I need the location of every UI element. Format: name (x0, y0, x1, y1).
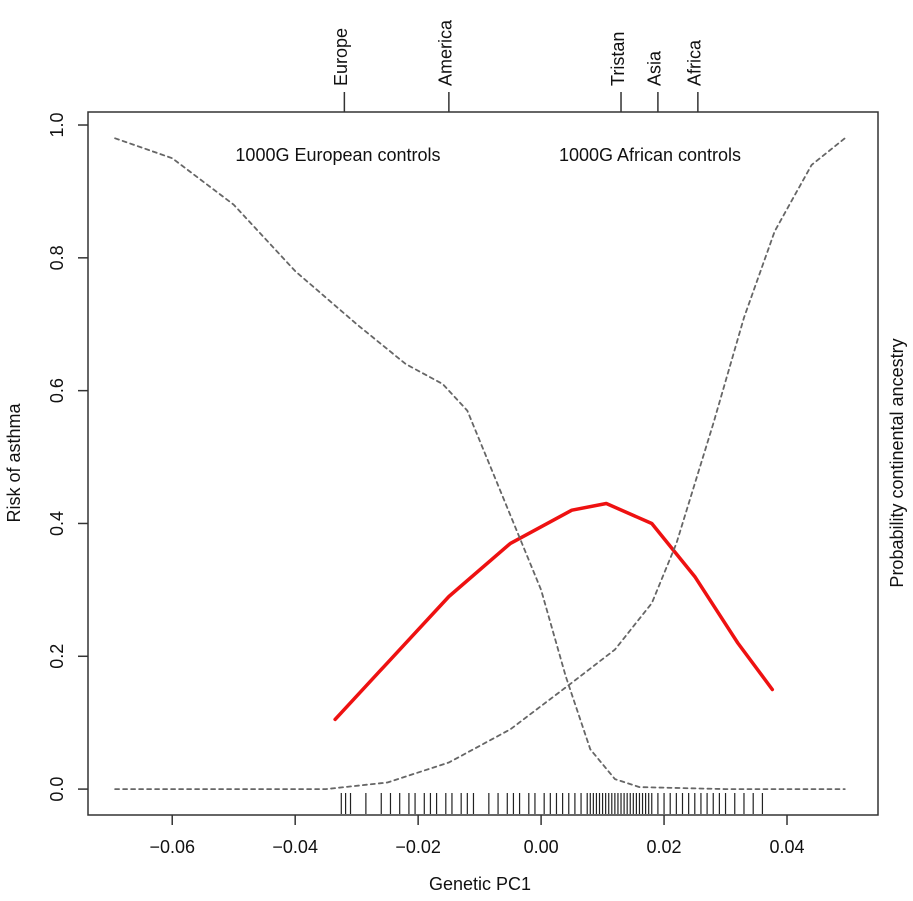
annotation: 1000G European controls (235, 145, 440, 165)
top-tick-label: Asia (645, 50, 665, 86)
y2-axis-title: Probability continental ancestry (887, 338, 907, 587)
x-tick-label: −0.02 (395, 837, 441, 857)
top-tick-label: Africa (685, 39, 705, 86)
y-tick-label: 0.8 (47, 245, 67, 270)
x-axis-title: Genetic PC1 (429, 874, 531, 894)
risk-curve (333, 501, 775, 722)
x-tick-label: −0.06 (149, 837, 195, 857)
x-tick-label: −0.04 (272, 837, 318, 857)
ancestry-curve (114, 137, 846, 790)
y-tick-label: 0.4 (47, 511, 67, 536)
y-tick-label: 1.0 (47, 113, 67, 138)
x-tick-label: 0.02 (647, 837, 682, 857)
top-tick-label: Europe (331, 28, 351, 86)
plot-frame (87, 111, 879, 816)
top-tick-label: Tristan (608, 32, 628, 86)
y-axis-title: Risk of asthma (4, 402, 24, 522)
x-tick-label: 0.04 (769, 837, 804, 857)
annotation: 1000G African controls (559, 145, 741, 165)
x-tick-label: 0.00 (524, 837, 559, 857)
y-tick-label: 0.6 (47, 378, 67, 403)
y-tick-label: 0.2 (47, 644, 67, 669)
y-tick-label: 0.0 (47, 777, 67, 802)
top-tick-label: America (436, 19, 456, 86)
ancestry-curve (114, 137, 846, 790)
